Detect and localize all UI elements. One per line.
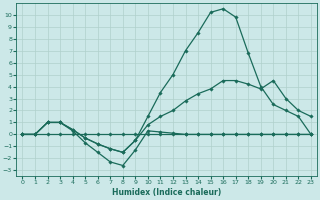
X-axis label: Humidex (Indice chaleur): Humidex (Indice chaleur) [112, 188, 221, 197]
